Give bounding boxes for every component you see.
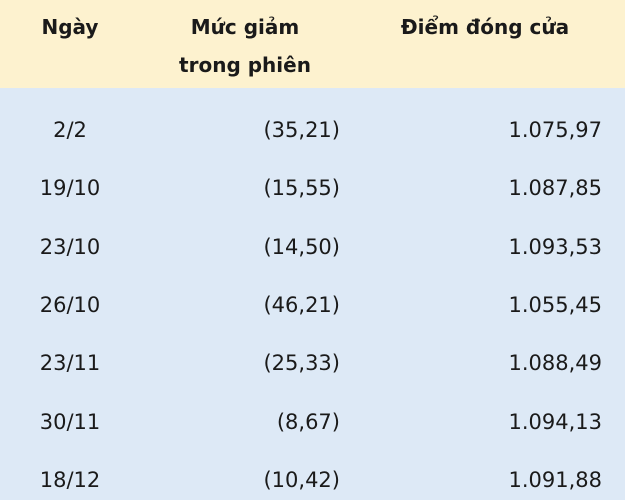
table-cell: 23/11 (39, 351, 101, 376)
table-cell: 1.094,13 (508, 409, 602, 434)
table-cell: (25,33) (263, 351, 340, 376)
table-cell: (46,21) (263, 292, 340, 317)
header-cell: Ngày (41, 15, 99, 39)
table-cell: 1.055,45 (508, 292, 602, 317)
header-cell: Điểm đóng cửa (400, 15, 570, 39)
table-cell: (14,50) (263, 234, 340, 259)
table-cell: 1.088,49 (508, 351, 602, 376)
table-cell: 30/11 (39, 409, 101, 434)
table-cell: (15,55) (263, 176, 340, 201)
table-cell: (8,67) (276, 409, 340, 434)
table-cell: 2/2 (53, 118, 87, 142)
table-cell: 26/10 (39, 292, 101, 317)
table-cell: 18/12 (39, 467, 101, 492)
table-cell: (35,21) (263, 118, 340, 142)
header-row (0, 0, 625, 88)
table-cell: 19/10 (39, 176, 101, 201)
table-cell: 1.087,85 (508, 176, 602, 201)
header-cell: Mức giảm trong phiên (179, 15, 311, 77)
table-cell: (10,42) (263, 467, 340, 492)
table-cell: 1.093,53 (508, 234, 602, 259)
table-cell: 23/10 (39, 234, 101, 259)
table-cell: 1.091,88 (508, 467, 602, 492)
table-cell: 1.075,97 (508, 118, 602, 142)
